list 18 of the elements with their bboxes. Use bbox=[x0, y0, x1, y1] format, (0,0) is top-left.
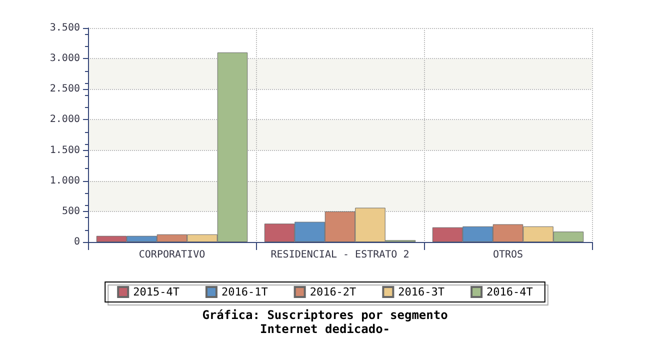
text: Gráfica: Suscriptores por segmento bbox=[202, 308, 448, 322]
y-tick-label: 2.000 bbox=[50, 114, 80, 126]
y-tick-label: 3.000 bbox=[50, 53, 80, 64]
legend-label: 2015-4T bbox=[133, 286, 180, 298]
y-tick-label: 1.500 bbox=[50, 144, 80, 156]
legend-label: 2016-1T bbox=[221, 286, 268, 298]
legend-label: 2016-2T bbox=[310, 286, 357, 298]
legend-label: 2016-4T bbox=[486, 286, 534, 298]
text: Internet dedicado- bbox=[260, 322, 390, 336]
legend-label: 2016-3T bbox=[398, 286, 445, 298]
y-tick-label: 0 bbox=[74, 236, 80, 248]
x-tick-label: RESIDENCIAL - ESTRATO 2 bbox=[270, 250, 410, 260]
y-tick-label: 500 bbox=[62, 206, 80, 217]
x-tick-label: OTROS bbox=[492, 250, 524, 260]
y-tick-label: 3.500 bbox=[50, 22, 80, 34]
x-tick-label: CORPORATIVO bbox=[138, 250, 206, 260]
y-tick-label: 2.500 bbox=[50, 84, 80, 95]
y-tick-label: 1.000 bbox=[50, 175, 80, 186]
